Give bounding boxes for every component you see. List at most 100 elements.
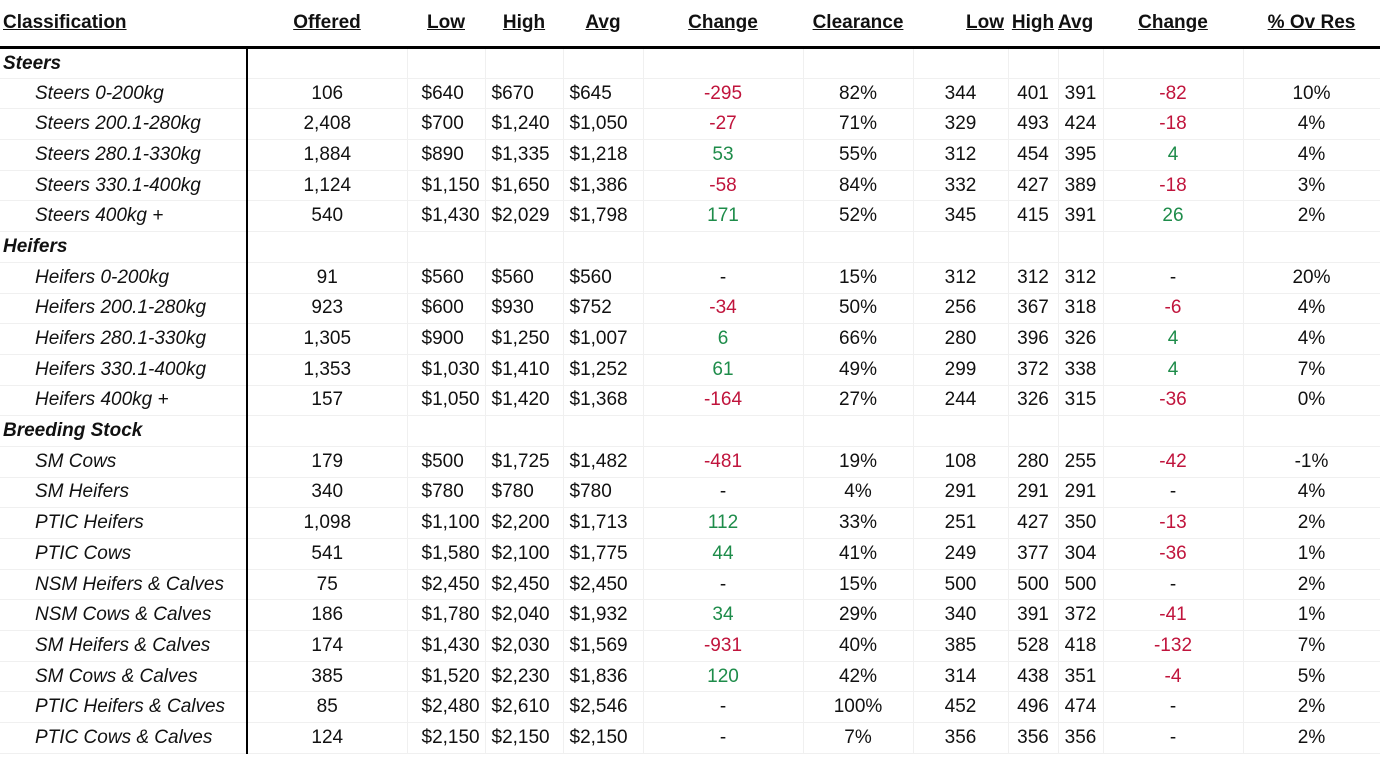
ckg-high-cell: 528 <box>1008 630 1059 662</box>
ov-res-cell: 0% <box>1243 385 1380 417</box>
table-row: Heifers 400kg +157 $1,050 $1,420 $1,368 -164… <box>0 385 1380 417</box>
ckg-high-cell: 391 <box>1008 599 1059 632</box>
empty-cell <box>563 415 644 447</box>
empty-cell <box>1243 415 1380 447</box>
section-title: Breeding Stock <box>0 415 248 447</box>
ckg-low-cell: 299 <box>913 354 1009 386</box>
high-price-cell: $2,150 <box>485 722 564 754</box>
offered-cell: 923 <box>247 293 408 325</box>
offered-cell: 124 <box>247 722 408 754</box>
ov-res-cell: 7% <box>1243 354 1380 386</box>
low-price-cell: $1,430 <box>407 200 486 233</box>
ckg-change-cell: - <box>1103 569 1244 601</box>
ckg-low-cell: 280 <box>913 323 1009 355</box>
header-ckg-high[interactable]: High <box>1008 0 1058 49</box>
classification-cell: PTIC Heifers & Calves <box>0 691 248 724</box>
classification-cell: Steers 400kg + <box>0 200 248 233</box>
clearance-cell: 41% <box>803 538 914 570</box>
section-title: Heifers <box>0 231 248 263</box>
change-cell: -34 <box>643 293 804 325</box>
section-title: Steers <box>0 47 248 79</box>
ckg-change-cell: -42 <box>1103 446 1244 478</box>
table-body: Steers Steers 0-200kg 106 $640 $670 $645 -295 8… <box>0 47 1380 754</box>
change-cell: 34 <box>643 599 804 632</box>
clearance-cell: 71% <box>803 108 914 141</box>
low-price-cell: $2,480 <box>407 691 486 724</box>
header-high[interactable]: High <box>485 0 563 49</box>
empty-cell <box>1243 47 1380 79</box>
empty-cell <box>1103 415 1244 447</box>
high-price-cell: $1,240 <box>485 108 564 141</box>
change-cell: - <box>643 722 804 754</box>
header-ov-res[interactable]: % Ov Res <box>1243 0 1380 49</box>
ov-res-cell: 10% <box>1243 78 1380 110</box>
header-ckg-avg[interactable]: Avg <box>1058 0 1103 49</box>
classification-cell: Steers 0-200kg <box>0 78 248 110</box>
classification-cell: NSM Cows & Calves <box>0 599 248 632</box>
header-ckg-change[interactable]: Change <box>1103 0 1243 49</box>
empty-cell <box>913 47 1009 79</box>
ckg-avg-cell: 395 <box>1058 139 1104 171</box>
table-row: NSM Cows & Calves 186 $1,780 $2,040 $1,932 34… <box>0 599 1380 632</box>
offered-cell: 540 <box>247 200 408 233</box>
classification-cell: Heifers 330.1-400kg <box>0 354 248 386</box>
table-row: NSM Heifers & Calves 75 $2,450 $2,450 $2,450… <box>0 569 1380 601</box>
clearance-cell: 27% <box>803 385 914 417</box>
ckg-change-cell: 4 <box>1103 139 1244 171</box>
avg-price-cell: $1,252 <box>563 354 644 386</box>
high-price-cell: $780 <box>485 477 564 509</box>
clearance-cell: 100% <box>803 691 914 724</box>
avg-price-cell: $560 <box>563 262 644 294</box>
ckg-low-cell: 340 <box>913 599 1009 632</box>
empty-cell <box>643 47 804 79</box>
ckg-low-cell: 356 <box>913 722 1009 754</box>
offered-cell: 174 <box>247 630 408 662</box>
empty-cell <box>1008 231 1059 263</box>
ckg-high-cell: 280 <box>1008 446 1059 478</box>
header-clearance[interactable]: Clearance <box>803 0 913 49</box>
offered-cell: 1,353 <box>247 354 408 386</box>
empty-cell <box>1058 47 1104 79</box>
ckg-avg-cell: 291 <box>1058 477 1104 509</box>
header-low[interactable]: Low <box>407 0 485 49</box>
header-classification[interactable]: Classification <box>0 0 247 49</box>
ckg-high-cell: 415 <box>1008 200 1059 233</box>
clearance-cell: 66% <box>803 323 914 355</box>
high-price-cell: $2,029 <box>485 200 564 233</box>
header-avg[interactable]: Avg <box>563 0 643 49</box>
table-row: Steers 200.1-280kg 2,408 $700 $1,240 $1,050-… <box>0 108 1380 141</box>
classification-cell: NSM Heifers & Calves <box>0 569 248 601</box>
change-cell: - <box>643 262 804 294</box>
ckg-change-cell: -82 <box>1103 78 1244 110</box>
ckg-change-cell: -6 <box>1103 293 1244 325</box>
avg-price-cell: $1,218 <box>563 139 644 171</box>
header-change[interactable]: Change <box>643 0 803 49</box>
ov-res-cell: 2% <box>1243 691 1380 724</box>
classification-cell: SM Cows & Calves <box>0 661 248 693</box>
ckg-high-cell: 291 <box>1008 477 1059 509</box>
change-cell: 53 <box>643 139 804 171</box>
ckg-avg-cell: 312 <box>1058 262 1104 294</box>
offered-cell: 91 <box>247 262 408 294</box>
ckg-low-cell: 332 <box>913 170 1009 202</box>
ckg-change-cell: -36 <box>1103 538 1244 570</box>
change-cell: -931 <box>643 630 804 662</box>
ckg-avg-cell: 391 <box>1058 78 1104 110</box>
ov-res-cell: 2% <box>1243 722 1380 754</box>
header-ckg-low[interactable]: Low <box>913 0 1008 49</box>
ov-res-cell: 3% <box>1243 170 1380 202</box>
offered-cell: 1,884 <box>247 139 408 171</box>
offered-cell: 157 <box>247 385 408 417</box>
low-price-cell: $500 <box>407 446 486 478</box>
low-price-cell: $560 <box>407 262 486 294</box>
ckg-change-cell: -4 <box>1103 661 1244 693</box>
table-row: Steers 280.1-330kg 1,884 $890 $1,335 $1,218 5… <box>0 139 1380 171</box>
ckg-high-cell: 312 <box>1008 262 1059 294</box>
avg-price-cell: $2,450 <box>563 569 644 601</box>
ckg-low-cell: 500 <box>913 569 1009 601</box>
classification-cell: Steers 280.1-330kg <box>0 139 248 171</box>
classification-cell: Heifers 400kg + <box>0 385 248 417</box>
header-offered[interactable]: Offered <box>247 0 407 49</box>
avg-price-cell: $1,007 <box>563 323 644 355</box>
